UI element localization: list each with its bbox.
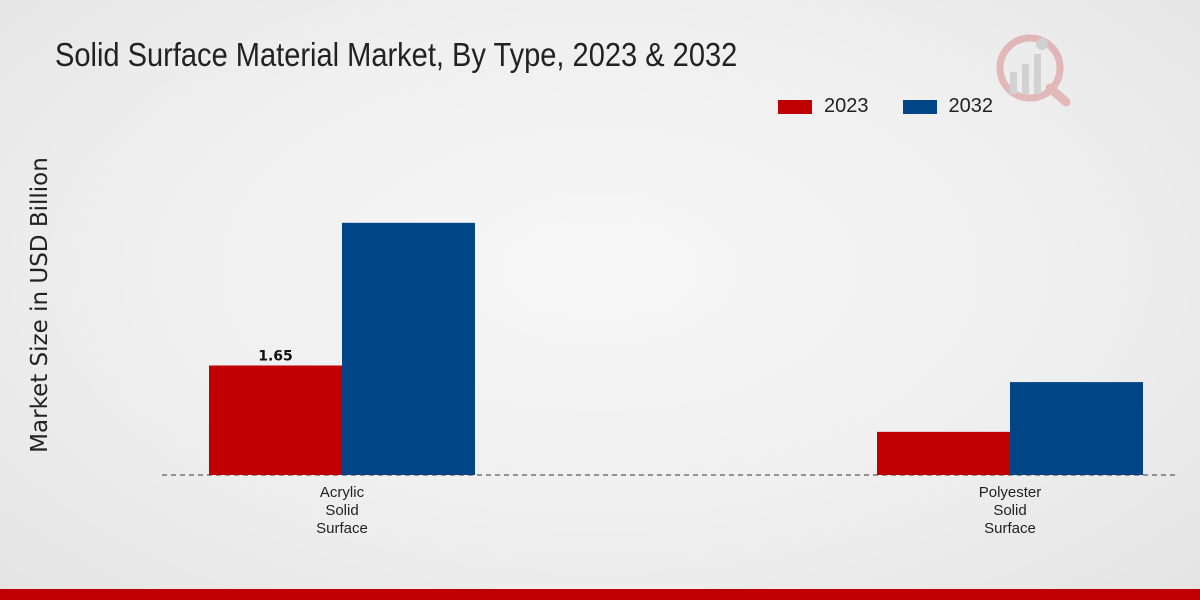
legend: 2023 2032 <box>778 95 1027 118</box>
bar-2032-acrylic <box>342 222 475 475</box>
x-tick-label-acrylic: Acrylic Solid Surface <box>316 484 368 537</box>
legend-label-2023: 2023 <box>824 95 869 117</box>
legend-swatch-2023 <box>778 99 812 114</box>
footer-bar <box>0 589 1200 600</box>
bar-2023-acrylic <box>209 365 342 475</box>
legend-label-2032: 2032 <box>948 95 994 117</box>
data-label-2023-acrylic: 1.65 <box>258 349 293 365</box>
chart-title: Solid Surface Material Market, By Type, … <box>55 36 738 73</box>
legend-item-2023: 2023 <box>778 95 869 118</box>
watermark-logo-icon <box>996 34 1071 107</box>
x-tick-label-polyester: Polyester Solid Surface <box>979 484 1042 537</box>
legend-swatch-2032 <box>902 99 937 114</box>
bar-2023-polyester <box>877 431 1010 475</box>
legend-item-2032: 2032 <box>902 95 994 118</box>
bar-2032-polyester <box>1010 382 1143 475</box>
